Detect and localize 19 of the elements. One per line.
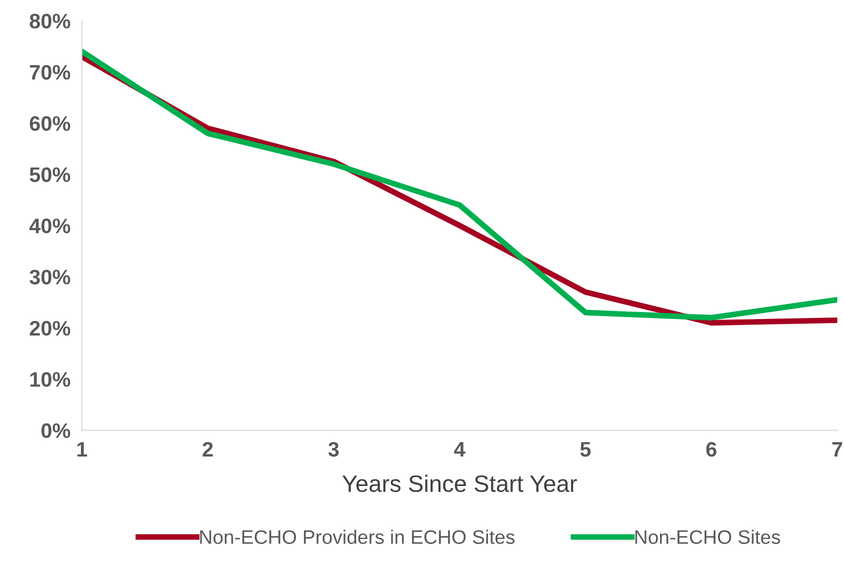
y-tick-label: 70% — [30, 64, 70, 80]
x-tick-label: 1 — [77, 442, 88, 456]
y-tick-label: 30% — [30, 270, 70, 284]
y-tick-label: 60% — [30, 116, 70, 131]
y-tick-label: 40% — [29, 218, 70, 234]
y-tick-label: 50% — [30, 167, 70, 182]
x-axis-title: Years Since Start Year — [342, 474, 577, 492]
y-tick-label: 0% — [41, 423, 70, 438]
x-tick-label: 2 — [202, 442, 213, 456]
x-tick-label: 5 — [580, 442, 591, 457]
y-tick-label: 20% — [30, 320, 70, 336]
x-tick-label: 7 — [832, 442, 842, 456]
legend-label: Non-ECHO Sites — [635, 530, 780, 544]
y-tick-label: 10% — [30, 372, 70, 387]
x-tick-label: 6 — [706, 442, 716, 457]
x-tick-label: 3 — [328, 442, 339, 457]
y-tick-label: 80% — [30, 14, 70, 29]
x-tick-label: 4 — [454, 442, 466, 456]
legend-label: Non-ECHO Providers in ECHO Sites — [200, 530, 515, 544]
